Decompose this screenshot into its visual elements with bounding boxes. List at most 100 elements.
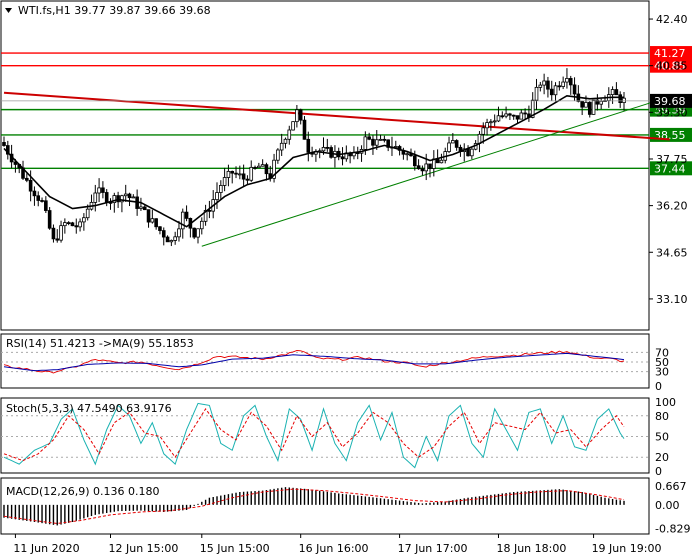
candle-body <box>508 113 512 116</box>
candle-body <box>249 166 254 181</box>
candle-body <box>260 164 265 167</box>
candle-body <box>28 179 33 192</box>
candle-body <box>565 78 569 83</box>
stoch-tick-label: 0 <box>655 465 662 478</box>
candle-body <box>523 112 527 115</box>
rsi-tick-label: 0 <box>655 380 662 393</box>
candle-body <box>180 211 185 230</box>
candle-body <box>165 236 170 243</box>
current-price-box <box>650 93 692 108</box>
candle-body <box>447 142 451 152</box>
stoch-label: Stoch(5,3,3) 47.5490 63.9176 <box>6 402 172 415</box>
stoch-tick-label: 80 <box>655 410 669 423</box>
candle-body <box>538 84 543 88</box>
price-tick-label: 33.10 <box>656 293 688 306</box>
candle-body <box>393 146 398 148</box>
level-price-label: 38.55 <box>654 129 686 142</box>
macd-tick-label: 0.667 <box>655 480 687 493</box>
candle-body <box>595 99 600 105</box>
candle-body <box>287 129 292 140</box>
candle-body <box>177 228 181 238</box>
stoch-tick-label: 20 <box>655 451 669 464</box>
candle-body <box>279 142 284 151</box>
candle-body <box>553 85 558 96</box>
level-price-label: 41.27 <box>654 47 686 60</box>
price-tick-label: 36.20 <box>656 200 688 213</box>
candle-body <box>123 193 128 197</box>
macd-signal-line <box>3 488 625 524</box>
rsi-tick-label: 70 <box>655 346 669 359</box>
candle-body <box>154 218 158 228</box>
candle-body <box>257 165 261 169</box>
candle-body <box>82 217 86 223</box>
rsi-line <box>3 350 625 374</box>
candle-body <box>584 102 588 108</box>
level-price-label: 40.85 <box>654 60 686 73</box>
candle-body <box>32 190 37 197</box>
candle-body <box>127 193 132 199</box>
candle-body <box>405 153 409 156</box>
candle-body <box>454 140 459 148</box>
candle-body <box>378 138 383 141</box>
candle-body <box>295 109 299 123</box>
candle-body <box>298 109 303 121</box>
candle-body <box>184 211 189 219</box>
stoch-tick-label: 100 <box>655 396 676 409</box>
candle-body <box>519 112 524 120</box>
candle-body <box>371 138 375 146</box>
candle-body <box>59 225 63 241</box>
candle-body <box>74 225 79 228</box>
price-tick-label: 37.75 <box>656 153 688 166</box>
time-tick-label: 16 Jun 16:00 <box>299 542 369 555</box>
candle-body <box>47 210 52 229</box>
candle-body <box>340 156 345 160</box>
time-tick-label: 19 Jun 19:00 <box>592 542 662 555</box>
candle-body <box>13 161 18 165</box>
candle-body <box>66 222 71 224</box>
candle-body <box>424 163 429 172</box>
rsi-ma-line <box>3 352 625 372</box>
candle-body <box>599 100 603 105</box>
candle-body <box>496 115 501 122</box>
candle-body <box>173 236 177 241</box>
rsi-tick-label: 30 <box>655 366 669 379</box>
candle-body <box>142 206 147 211</box>
candle-body <box>234 172 238 175</box>
candle-body <box>276 149 280 161</box>
macd-tick-label: -0.829 <box>655 523 690 536</box>
level-price-box <box>650 46 692 61</box>
candle-body <box>511 114 516 117</box>
candle-body <box>466 148 470 157</box>
candle-body <box>112 195 117 204</box>
candle-body <box>363 136 368 150</box>
candle-body <box>104 192 109 203</box>
price-tick-label: 34.65 <box>656 246 688 259</box>
candle-body <box>439 159 444 164</box>
symbol-header: WTI.fs,H1 39.77 39.87 39.66 39.68 <box>18 4 211 17</box>
candle-body <box>561 81 565 87</box>
current-price-label: 39.68 <box>654 95 686 108</box>
candle-body <box>2 142 6 146</box>
candle-body <box>40 200 44 202</box>
candle-body <box>253 166 257 169</box>
stoch-tick-label: 50 <box>655 431 669 444</box>
candle-body <box>101 187 105 193</box>
candle-body <box>203 209 208 222</box>
candle-body <box>542 80 546 86</box>
candle-body <box>386 139 390 148</box>
price-panel <box>0 0 650 331</box>
candle-body <box>85 208 90 219</box>
candle-body <box>572 84 577 95</box>
candle-body <box>215 192 219 201</box>
time-tick-label: 15 Jun 15:00 <box>200 542 270 555</box>
symbol-dropdown-icon[interactable] <box>5 8 12 13</box>
candle-body <box>283 138 288 144</box>
candle-body <box>329 147 333 158</box>
candle-body <box>93 192 98 203</box>
candle-body <box>139 206 143 209</box>
time-tick-label: 17 Jun 17:00 <box>398 542 468 555</box>
candle-body <box>241 173 246 180</box>
candle-body <box>302 119 307 140</box>
price-tick-label: 42.40 <box>656 13 688 26</box>
candle-body <box>161 230 166 238</box>
